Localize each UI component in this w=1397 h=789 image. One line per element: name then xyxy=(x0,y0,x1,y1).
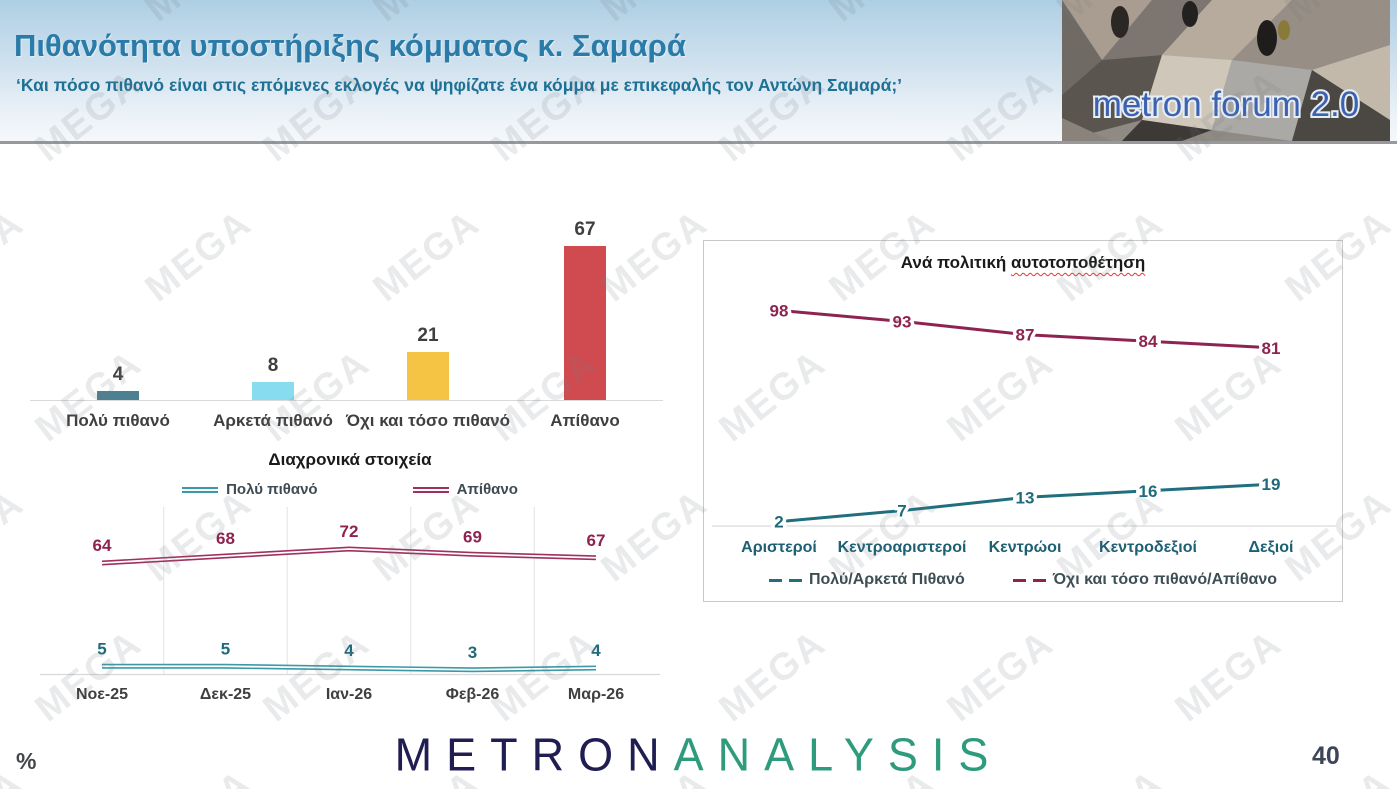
svg-text:16: 16 xyxy=(1139,482,1158,501)
mosaic-photo: metron forum 2.0 xyxy=(1062,0,1390,141)
svg-text:5: 5 xyxy=(221,639,230,658)
svg-text:93: 93 xyxy=(893,312,912,331)
political-category-labels: Αριστεροί Κεντροαριστεροί Κεντρώοι Κεντροδε… xyxy=(704,539,1344,563)
mega-watermark: MEGA xyxy=(0,202,32,311)
political-chart-title: Ανά πολιτική αυτοτοποθέτηση xyxy=(704,253,1342,273)
metron-forum-logo: metron forum 2.0 xyxy=(1062,0,1390,141)
bar-category-label: Απίθανο xyxy=(550,411,620,430)
mega-watermark: MEGA xyxy=(1167,622,1290,731)
logo-analysis: ANALYSIS xyxy=(673,728,1003,781)
bar-1 xyxy=(252,382,294,400)
percent-label: % xyxy=(16,748,37,774)
svg-text:7: 7 xyxy=(897,502,906,521)
political-legend-item-likely: Πολύ/Αρκετά Πιθανό xyxy=(768,571,965,589)
bar-value-label: 67 xyxy=(574,219,596,240)
bar-2 xyxy=(407,352,449,400)
political-title-plain: Ανά πολιτική xyxy=(900,253,1012,272)
svg-text:5: 5 xyxy=(97,639,106,658)
political-category-label: Αριστεροί xyxy=(741,539,817,556)
svg-text:64: 64 xyxy=(93,536,112,555)
svg-text:67: 67 xyxy=(587,531,606,550)
svg-text:4: 4 xyxy=(591,641,601,660)
svg-text:69: 69 xyxy=(463,527,482,546)
mega-watermark: MEGA xyxy=(939,622,1062,731)
bar-chart-category-labels: Πολύ πιθανό Αρκετά πιθανό Όχι και τόσο πιθ… xyxy=(40,411,660,437)
metron-analysis-logo: METRONANALYSIS xyxy=(0,728,1397,781)
logo-text: metron forum 2.0 xyxy=(1093,85,1360,124)
timeline-line-chart: 64 68 72 69 67 5 5 4 3 4 xyxy=(40,507,660,676)
svg-text:98: 98 xyxy=(770,301,789,320)
svg-text:84: 84 xyxy=(1139,332,1158,351)
political-category-label: Κεντρώοι xyxy=(988,539,1062,556)
political-line-chart: 98 93 87 84 81 2 7 13 16 19 xyxy=(712,298,1336,535)
mega-watermark: MEGA xyxy=(0,482,32,591)
bar-0 xyxy=(97,391,139,400)
bar-category-label: Αρκετά πιθανό xyxy=(213,411,333,430)
timeline-category-label: Φεβ-26 xyxy=(445,686,500,703)
political-category-label: Κεντροαριστεροί xyxy=(837,539,967,556)
timeline-category-label: Νοε-25 xyxy=(75,686,129,703)
political-category-label: Κεντροδεξιοί xyxy=(1099,539,1197,556)
timeline-legend-item-apithano: Απίθανο xyxy=(412,481,518,498)
political-category-label: Δεξιοί xyxy=(1248,539,1294,556)
legend-dash-icon xyxy=(768,578,782,582)
svg-text:68: 68 xyxy=(216,529,235,548)
bar-3 xyxy=(564,246,606,400)
political-title-underlined: αυτοτοποθέτηση xyxy=(1011,253,1146,272)
timeline-category-label: Ιαν-26 xyxy=(325,686,373,703)
political-legend: Πολύ/Αρκετά Πιθανό Όχι και τόσο πιθανό/Α… xyxy=(704,571,1342,589)
mega-watermark: MEGA xyxy=(711,622,834,731)
svg-text:3: 3 xyxy=(468,643,477,662)
legend-label: Πολύ/Αρκετά Πιθανό xyxy=(808,571,965,588)
logo-metron: METRON xyxy=(394,728,674,781)
timeline-legend-item-poly: Πολύ πιθανό xyxy=(182,481,318,498)
timeline-category-label: Δεκ-25 xyxy=(199,686,252,703)
svg-text:2: 2 xyxy=(774,513,783,532)
timeline-category-labels: Νοε-25 Δεκ-25 Ιαν-26 Φεβ-26 Μαρ-26 xyxy=(40,686,660,710)
page-subtitle: ‘Και πόσο πιθανό είναι στις επόμενες εκλ… xyxy=(16,75,903,95)
legend-label: Απίθανο xyxy=(456,481,518,498)
legend-dash-icon xyxy=(1032,578,1046,582)
timeline-category-label: Μαρ-26 xyxy=(567,686,625,703)
page-number: 40 xyxy=(1312,742,1340,770)
bar-category-label: Όχι και τόσο πιθανό xyxy=(346,411,510,430)
bar-category-label: Πολύ πιθανό xyxy=(66,411,170,430)
svg-text:72: 72 xyxy=(340,522,359,541)
svg-text:13: 13 xyxy=(1016,488,1035,507)
bar-value-label: 21 xyxy=(417,325,439,346)
legend-label: Όχι και τόσο πιθανό/Απίθανο xyxy=(1052,571,1278,588)
legend-line-swatch-maroon xyxy=(412,486,449,493)
bar-value-label: 4 xyxy=(112,364,124,385)
timeline-legend: Πολύ πιθανό Απίθανο xyxy=(30,481,670,498)
svg-text:4: 4 xyxy=(344,641,354,660)
bar-chart: 4 8 21 67 xyxy=(40,212,660,400)
page-title: Πιθανότητα υποστήριξης κόμματος κ. Σαμαρ… xyxy=(14,28,686,63)
legend-dash-icon xyxy=(788,578,802,582)
svg-text:81: 81 xyxy=(1262,339,1281,358)
svg-text:87: 87 xyxy=(1016,326,1035,345)
political-legend-item-unlikely: Όχι και τόσο πιθανό/Απίθανο xyxy=(1012,571,1278,589)
bar-value-label: 8 xyxy=(267,355,279,376)
bar-chart-axis xyxy=(30,400,663,401)
svg-text:19: 19 xyxy=(1262,475,1281,494)
political-chart-panel: Ανά πολιτική αυτοτοποθέτηση 98 93 87 84 81 2 7… xyxy=(703,240,1343,602)
timeline-chart-title: Διαχρονικά στοιχεία xyxy=(268,450,432,469)
legend-line-swatch-teal xyxy=(182,486,219,493)
legend-label: Πολύ πιθανό xyxy=(226,481,318,498)
header: Πιθανότητα υποστήριξης κόμματος κ. Σαμαρ… xyxy=(0,0,1397,144)
legend-dash-icon xyxy=(1012,578,1026,582)
